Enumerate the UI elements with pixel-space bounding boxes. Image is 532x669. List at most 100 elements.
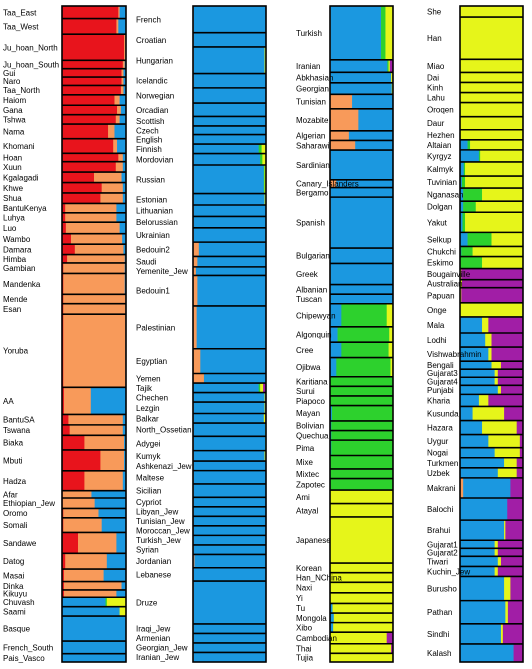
population-label: Bengali bbox=[427, 361, 454, 370]
ancestry-segment-yellow bbox=[494, 566, 499, 577]
population-label: Mbuti bbox=[3, 456, 23, 465]
ancestry-segment-yellow bbox=[504, 520, 506, 541]
ancestry-segment-blue bbox=[193, 87, 267, 104]
ancestry-segment-blue bbox=[114, 124, 127, 139]
population-label: Hadza bbox=[3, 477, 27, 486]
ancestry-segment-red bbox=[62, 589, 65, 598]
population-label: Dinka bbox=[3, 582, 24, 591]
ancestry-segment-yellow bbox=[488, 347, 492, 362]
population-label: Tunisian bbox=[296, 98, 326, 107]
ancestry-segment-blue bbox=[460, 201, 464, 213]
population-label: Ju_hoan_North bbox=[3, 43, 58, 52]
ancestry-segment-blue bbox=[460, 600, 506, 625]
population-label: Icelandic bbox=[136, 77, 168, 86]
ancestry-segment-yellow bbox=[388, 59, 391, 73]
ancestry-segment-blue bbox=[123, 68, 127, 78]
population-label: Algonquin bbox=[296, 330, 332, 339]
ancestry-segment-orange bbox=[124, 34, 126, 61]
ancestry-segment-orange bbox=[63, 273, 126, 295]
population-label: Lodhi bbox=[427, 336, 447, 345]
ancestry-segment-blue bbox=[460, 161, 465, 177]
ancestry-segment-orange bbox=[70, 233, 123, 245]
ancestry-segment-blue bbox=[193, 402, 265, 414]
population-label: Gambian bbox=[3, 264, 35, 273]
population-label: Hungarian bbox=[136, 56, 173, 65]
ancestry-segment-yellow bbox=[460, 6, 524, 18]
ancestry-segment-red bbox=[62, 212, 66, 223]
ancestry-segment-orange bbox=[193, 275, 198, 307]
ancestry-segment-red bbox=[62, 85, 122, 96]
population-label: Adygei bbox=[136, 439, 161, 448]
population-label: Burusho bbox=[427, 585, 457, 594]
population-label: Kgalagadi bbox=[3, 173, 39, 182]
ancestry-segment-blue bbox=[193, 204, 267, 217]
ancestry-segment-red bbox=[62, 34, 125, 61]
ancestry-segment-purple bbox=[516, 420, 524, 435]
ancestry-segment-orange bbox=[63, 569, 104, 582]
population-label: Mayan bbox=[296, 409, 320, 418]
ancestry-segment-blue bbox=[460, 369, 495, 378]
ancestry-segment-purple bbox=[263, 383, 267, 393]
ancestry-segment-green bbox=[331, 420, 394, 431]
population-label: Cambodian bbox=[296, 634, 337, 643]
population-label: Gujarat1 bbox=[427, 540, 458, 549]
ancestry-segment-blue bbox=[123, 85, 127, 96]
ancestry-segment-blue bbox=[463, 477, 511, 499]
population-label: BantuSA bbox=[3, 416, 35, 425]
population-label: Tuvinian bbox=[427, 178, 457, 187]
ancestry-segment-blue bbox=[193, 73, 267, 89]
ancestry-segment-purple bbox=[461, 287, 524, 304]
ancestry-segment-red bbox=[62, 414, 69, 426]
ancestry-segment-blue bbox=[460, 467, 499, 479]
ancestry-segment-orange bbox=[78, 532, 117, 554]
ancestry-segment-red bbox=[62, 18, 117, 35]
ancestry-segment-yellow bbox=[460, 102, 524, 117]
ancestry-segment-blue bbox=[193, 423, 266, 437]
population-label: Gujarat2 bbox=[427, 548, 458, 557]
ancestry-segment-purple bbox=[519, 434, 524, 448]
population-label: Bolivian bbox=[296, 422, 324, 431]
ancestry-segment-green bbox=[461, 176, 466, 189]
ancestry-segment-blue bbox=[117, 138, 127, 154]
population-label: Vishwabrahmin bbox=[427, 350, 482, 359]
population-label: Algerian bbox=[296, 132, 325, 141]
ancestry-segment-orange bbox=[67, 254, 126, 264]
population-label: Kinh bbox=[427, 84, 443, 93]
ancestry-segment-yellow bbox=[465, 176, 524, 189]
panel-frame bbox=[192, 5, 267, 663]
population-label: Han bbox=[427, 34, 442, 43]
ancestry-segment-yellow bbox=[480, 149, 524, 163]
ancestry-segment-red bbox=[62, 77, 122, 86]
population-label: Uzbek bbox=[427, 469, 451, 478]
ancestry-segment-blue bbox=[124, 435, 127, 451]
population-label: Luo bbox=[3, 224, 17, 233]
ancestry-segment-yellow bbox=[460, 92, 524, 103]
population-label: Yi bbox=[296, 594, 303, 603]
population-label: Syrian bbox=[136, 546, 159, 555]
population-label: Ami bbox=[296, 493, 310, 502]
ancestry-segment-yellow bbox=[465, 161, 524, 177]
population-label: Spanish bbox=[296, 219, 325, 228]
ancestry-segment-blue bbox=[193, 46, 265, 74]
ancestry-segment-blue bbox=[193, 581, 267, 625]
ancestry-segment-blue bbox=[330, 197, 394, 249]
ancestry-segment-blue bbox=[330, 6, 382, 61]
ancestry-segment-blue bbox=[193, 103, 267, 117]
population-label: Saami bbox=[3, 607, 26, 616]
ancestry-segment-orange bbox=[65, 203, 117, 214]
ancestry-segment-blue bbox=[122, 161, 127, 173]
ancestry-segment-blue bbox=[460, 347, 489, 362]
ancestry-segment-red bbox=[62, 114, 117, 125]
population-label: Canary_Islanders bbox=[296, 180, 359, 189]
ancestry-segment-blue bbox=[203, 373, 267, 384]
ancestry-segment-blue bbox=[193, 216, 267, 229]
ancestry-segment-green bbox=[460, 256, 483, 269]
population-label: Tujia bbox=[296, 654, 314, 663]
ancestry-segment-blue bbox=[330, 342, 342, 358]
ancestry-segment-orange bbox=[121, 68, 124, 78]
ancestry-segment-orange bbox=[63, 517, 102, 533]
population-label: Ju_hoan_South bbox=[3, 61, 59, 70]
ancestry-segment-orange bbox=[193, 256, 198, 268]
ancestry-segment-yellow bbox=[262, 153, 267, 166]
